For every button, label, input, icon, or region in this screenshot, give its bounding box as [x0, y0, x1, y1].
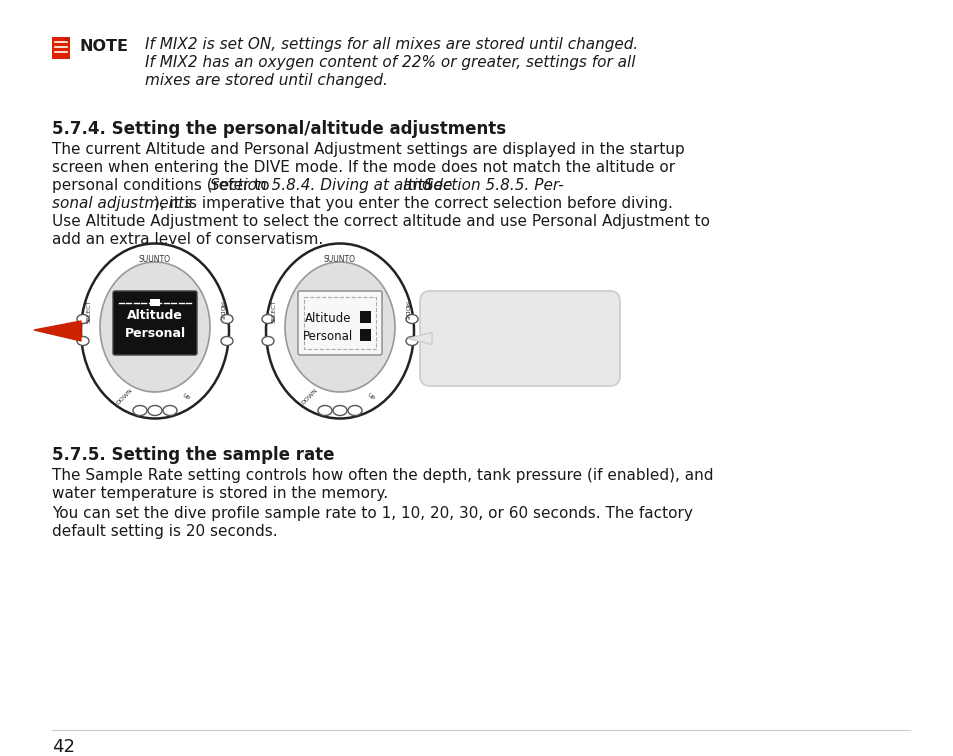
Text: mixes are stored until changed.: mixes are stored until changed. — [145, 73, 388, 88]
Text: MODE: MODE — [218, 302, 223, 321]
FancyBboxPatch shape — [359, 329, 371, 341]
Text: 5.7.4. Setting the personal/altitude adjustments: 5.7.4. Setting the personal/altitude adj… — [52, 120, 506, 138]
Text: screen when entering the DIVE mode. If the mode does not match the altitude or: screen when entering the DIVE mode. If t… — [52, 160, 675, 175]
Text: If MIX2 has an oxygen content of 22% or greater, settings for all: If MIX2 has an oxygen content of 22% or … — [145, 55, 635, 70]
Text: personal conditions (refer to: personal conditions (refer to — [52, 178, 274, 193]
Text: SELECT: SELECT — [272, 299, 276, 323]
Text: Use Altitude Adjustment to select the correct altitude and use Personal Adjustme: Use Altitude Adjustment to select the co… — [52, 214, 709, 229]
Text: SELECT: SELECT — [87, 299, 91, 323]
Text: SUUNTO: SUUNTO — [324, 255, 355, 264]
Text: UP: UP — [365, 392, 375, 401]
Text: Altitude: Altitude — [304, 311, 351, 324]
Text: Personal: Personal — [124, 327, 186, 340]
Ellipse shape — [406, 336, 417, 345]
Text: MODE: MODE — [403, 302, 408, 321]
Polygon shape — [408, 333, 432, 345]
Ellipse shape — [81, 243, 229, 419]
FancyBboxPatch shape — [112, 291, 196, 355]
Text: UP: UP — [180, 392, 190, 401]
Text: ), it is imperative that you enter the correct selection before diving.: ), it is imperative that you enter the c… — [153, 196, 672, 211]
Text: WITH SELECT BUTTON.: WITH SELECT BUTTON. — [447, 350, 592, 363]
Text: 42: 42 — [52, 738, 75, 756]
Text: add an extra level of conservatism.: add an extra level of conservatism. — [52, 232, 323, 247]
Ellipse shape — [285, 262, 395, 392]
Ellipse shape — [163, 405, 177, 416]
Ellipse shape — [348, 405, 361, 416]
Ellipse shape — [221, 314, 233, 324]
Text: SUUNTO: SUUNTO — [139, 255, 171, 264]
Text: ADJUST WITH UP AND: ADJUST WITH UP AND — [452, 316, 587, 329]
Text: Section 5.8.5. Per-: Section 5.8.5. Per- — [423, 178, 563, 193]
Ellipse shape — [333, 405, 347, 416]
Text: The Sample Rate setting controls how often the depth, tank pressure (if enabled): The Sample Rate setting controls how oft… — [52, 468, 713, 483]
Text: NOTE: NOTE — [80, 39, 129, 54]
FancyBboxPatch shape — [297, 291, 381, 355]
Ellipse shape — [221, 336, 233, 345]
Text: 5.7.5. Setting the sample rate: 5.7.5. Setting the sample rate — [52, 446, 335, 464]
FancyBboxPatch shape — [419, 291, 619, 386]
FancyBboxPatch shape — [359, 311, 371, 323]
Ellipse shape — [132, 405, 147, 416]
Text: DOWN BUTTONS. ACCEPT: DOWN BUTTONS. ACCEPT — [438, 333, 600, 346]
Ellipse shape — [77, 336, 89, 345]
Ellipse shape — [406, 314, 417, 324]
FancyBboxPatch shape — [52, 37, 70, 59]
Text: Section 5.8.4. Diving at altitude: Section 5.8.4. Diving at altitude — [210, 178, 452, 193]
Text: Personal: Personal — [302, 330, 353, 342]
Text: DOWN: DOWN — [300, 387, 318, 406]
Ellipse shape — [262, 314, 274, 324]
Text: Altitude: Altitude — [127, 309, 183, 322]
Ellipse shape — [266, 243, 414, 419]
Ellipse shape — [77, 314, 89, 324]
Text: and: and — [397, 178, 436, 193]
Ellipse shape — [262, 336, 274, 345]
Text: The current Altitude and Personal Adjustment settings are displayed in the start: The current Altitude and Personal Adjust… — [52, 142, 684, 157]
Text: sonal adjustments: sonal adjustments — [52, 196, 193, 211]
Polygon shape — [65, 37, 70, 42]
Text: DOWN: DOWN — [115, 387, 134, 406]
Ellipse shape — [148, 405, 162, 416]
Ellipse shape — [100, 262, 210, 392]
Ellipse shape — [317, 405, 332, 416]
FancyBboxPatch shape — [150, 299, 160, 306]
Text: If MIX2 is set ON, settings for all mixes are stored until changed.: If MIX2 is set ON, settings for all mixe… — [145, 37, 638, 52]
Text: default setting is 20 seconds.: default setting is 20 seconds. — [52, 524, 277, 539]
Text: water temperature is stored in the memory.: water temperature is stored in the memor… — [52, 486, 388, 501]
Polygon shape — [34, 321, 81, 341]
Text: You can set the dive profile sample rate to 1, 10, 20, 30, or 60 seconds. The fa: You can set the dive profile sample rate… — [52, 506, 692, 521]
